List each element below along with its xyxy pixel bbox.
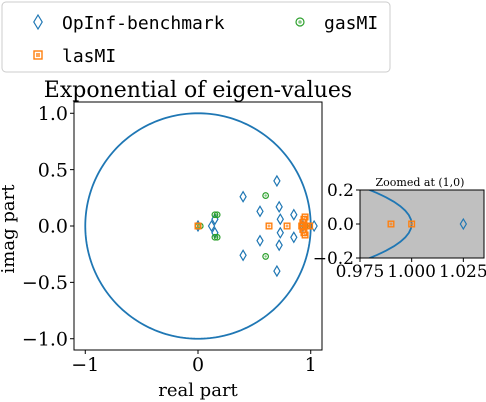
inset-point-opinf-benchmark-0 bbox=[459, 217, 468, 231]
inset-point-lasmi-0-inner bbox=[389, 222, 393, 226]
main-chart-title: Exponential of eigen-values bbox=[44, 78, 352, 103]
legend-marker-gasmi bbox=[295, 17, 305, 27]
main-xtick-label-1: 0 bbox=[192, 354, 204, 376]
inset-point-lasmi-0 bbox=[387, 220, 395, 228]
main-point-gasmi-6-ring bbox=[262, 192, 270, 199]
inset-ytick-label-1: 0.0 bbox=[327, 215, 354, 235]
inset-point-lasmi-1-inner bbox=[410, 222, 414, 226]
main-point-lasmi-12-inner bbox=[308, 224, 311, 228]
main-point-opinf-benchmark-4 bbox=[239, 190, 247, 203]
main-point-lasmi-9-outer bbox=[301, 231, 309, 239]
inset-xtick-label-1: 1.000 bbox=[387, 262, 436, 282]
main-point-gasmi-7-ring bbox=[262, 253, 270, 260]
inset-ytick-label-2: −0.2 bbox=[313, 249, 354, 269]
inset-point-lasmi-1 bbox=[408, 220, 416, 228]
legend: OpInf-benchmark gasMI lasMI bbox=[1, 1, 391, 73]
inset-chart-title: Zoomed at (1,0) bbox=[376, 176, 465, 189]
legend-frame bbox=[1, 1, 391, 73]
main-ytick-label-2: 0.0 bbox=[38, 216, 68, 238]
inset-xtick-label-0: 0.975 bbox=[336, 262, 385, 282]
main-point-opinf-benchmark-1 bbox=[207, 219, 216, 233]
main-point-opinf-benchmark-7 bbox=[256, 234, 264, 247]
main-point-gasmi-5-ring bbox=[213, 233, 221, 241]
legend-marker-opinf bbox=[33, 13, 43, 31]
legend-label-gasmi: gasMI bbox=[324, 13, 378, 34]
main-point-gasmi-6 bbox=[262, 192, 270, 199]
main-x-axis-label: real part bbox=[158, 380, 238, 401]
inset-background bbox=[360, 190, 484, 258]
main-point-lasmi-2-outer bbox=[283, 222, 291, 230]
main-xtick-label-0: −1 bbox=[71, 354, 99, 376]
inset-ytick-label-0: 0.2 bbox=[327, 181, 354, 201]
main-point-opinf-benchmark-9 bbox=[273, 264, 281, 278]
inset-series-lasmi bbox=[387, 220, 416, 228]
main-point-lasmi-0-inner bbox=[196, 224, 200, 228]
main-point-lasmi-12 bbox=[306, 222, 314, 230]
main-unit-circle bbox=[84, 112, 312, 340]
legend-label-lasmi: lasMI bbox=[62, 46, 116, 67]
main-point-opinf-benchmark-13 bbox=[275, 238, 283, 252]
main-point-gasmi-7-core bbox=[264, 255, 267, 258]
main-point-lasmi-2 bbox=[283, 222, 291, 230]
inset-plot-area: 0.975 1.000 1.025 0.2 0.0 −0.2 bbox=[313, 181, 486, 282]
main-point-opinf-benchmark-10 bbox=[276, 213, 284, 226]
main-point-gasmi-4-core bbox=[215, 213, 219, 216]
legend-marker-gasmi-ring bbox=[295, 17, 305, 27]
main-data-layer bbox=[84, 112, 318, 340]
main-point-gasmi-4-ring bbox=[213, 211, 221, 219]
main-point-lasmi-9-inner bbox=[303, 233, 307, 237]
main-point-opinf-benchmark-5 bbox=[239, 249, 247, 262]
main-point-opinf-benchmark-6 bbox=[256, 205, 264, 218]
main-point-gasmi-5 bbox=[213, 233, 221, 241]
main-point-opinf-benchmark-12 bbox=[275, 200, 283, 214]
main-point-lasmi-1 bbox=[265, 222, 273, 230]
main-ytick-label-3: −0.5 bbox=[22, 272, 68, 294]
main-point-lasmi-0 bbox=[194, 222, 202, 230]
main-point-opinf-benchmark-11 bbox=[276, 226, 284, 239]
main-xtick-label-2: 1 bbox=[305, 354, 317, 376]
main-point-lasmi-1-inner bbox=[267, 224, 271, 228]
inset-series-opinf-benchmark bbox=[459, 217, 468, 231]
main-y-axis-label: imag part bbox=[0, 184, 19, 274]
main-point-gasmi-4 bbox=[213, 211, 221, 219]
main-point-lasmi-8-outer bbox=[301, 213, 309, 221]
inset-data-layer bbox=[367, 190, 468, 258]
main-point-lasmi-9 bbox=[301, 231, 309, 239]
legend-marker-lasmi-outer bbox=[33, 50, 43, 60]
legend-marker-gasmi-core bbox=[298, 20, 302, 24]
main-ytick-label-1: 0.5 bbox=[38, 159, 68, 181]
inset-xtick-label-2: 1.025 bbox=[439, 262, 486, 282]
main-point-lasmi-8-inner bbox=[303, 215, 307, 219]
inset-point-lasmi-0-outer bbox=[387, 220, 395, 228]
main-point-lasmi-8 bbox=[301, 213, 309, 221]
main-point-lasmi-2-inner bbox=[285, 224, 289, 228]
main-point-opinf-benchmark-8 bbox=[273, 174, 281, 188]
main-point-lasmi-12-outer bbox=[306, 222, 314, 230]
main-ytick-label-4: −1.0 bbox=[22, 328, 68, 350]
main-ytick-label-0: 1.0 bbox=[38, 103, 68, 125]
main-point-gasmi-7 bbox=[262, 253, 270, 260]
legend-label-opinf: OpInf-benchmark bbox=[62, 13, 225, 34]
legend-marker-lasmi bbox=[33, 50, 43, 60]
main-point-opinf-benchmark-14 bbox=[290, 208, 298, 221]
inset-point-lasmi-1-outer bbox=[408, 220, 416, 228]
main-point-gasmi-5-core bbox=[215, 236, 219, 239]
main-point-opinf-benchmark-15 bbox=[290, 231, 298, 244]
main-point-lasmi-1-outer bbox=[265, 222, 273, 230]
main-series-gasmi bbox=[194, 192, 309, 260]
main-point-lasmi-0-outer bbox=[194, 222, 202, 230]
main-point-gasmi-6-core bbox=[264, 194, 267, 197]
main-plot-area: −1 0 1 1.0 0.5 0.0 −0.5 −1.0 bbox=[22, 101, 323, 376]
main-series-lasmi bbox=[194, 213, 314, 239]
legend-marker-lasmi-inner bbox=[36, 53, 40, 57]
